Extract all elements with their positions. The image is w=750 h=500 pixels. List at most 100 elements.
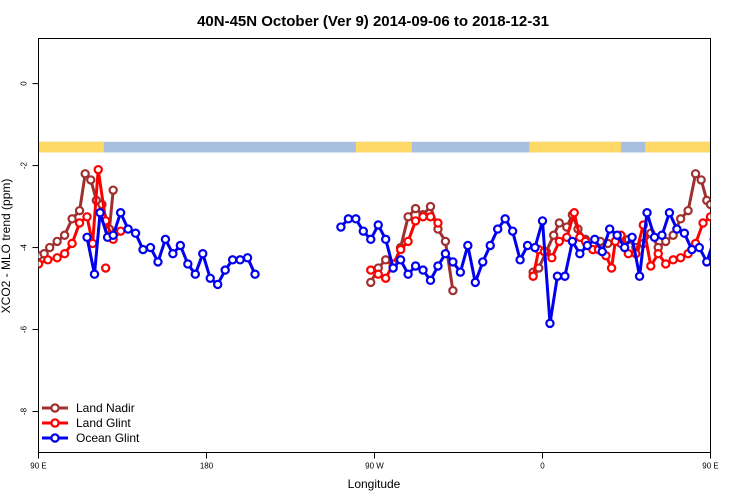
legend-item-land-glint: Land Glint [42, 416, 131, 430]
data-point-ocean-glint [612, 230, 622, 240]
x-tick-label: 0 [540, 462, 545, 471]
data-point-land-nadir [67, 214, 77, 224]
data-point-land-glint [528, 271, 538, 281]
data-point-land-nadir [108, 185, 118, 195]
data-point-ocean-glint [605, 224, 615, 234]
data-point-land-glint [726, 217, 733, 224]
data-point-ocean-glint [433, 261, 443, 271]
data-point-land-glint [100, 263, 111, 273]
series-land-glint [38, 164, 733, 283]
data-point-land-glint [646, 261, 656, 271]
data-point-land-nadir [403, 212, 413, 222]
data-point-ocean-glint [440, 248, 451, 259]
x-tick-label: 90 W [365, 462, 384, 471]
data-point-land-glint [403, 236, 413, 247]
data-point-land-nadir [705, 199, 711, 210]
data-point-land-nadir [720, 187, 727, 194]
y-tick-label: -8 [20, 407, 29, 415]
legend-label: Ocean Glint [76, 431, 140, 445]
data-point-land-nadir [86, 175, 96, 185]
data-point-ocean-glint [455, 267, 466, 277]
data-point-land-glint [59, 248, 70, 259]
data-point-land-nadir [549, 230, 559, 240]
data-point-ocean-glint [448, 257, 458, 267]
data-point-ocean-glint [485, 240, 495, 251]
legend-swatch-marker [50, 403, 60, 413]
legend-label: Land Nadir [76, 401, 135, 415]
data-point-land-glint [713, 240, 720, 247]
data-point-ocean-glint [366, 234, 376, 245]
legend-swatch-marker [50, 418, 60, 428]
data-point-land-nadir [714, 226, 721, 233]
data-point-ocean-glint [95, 208, 105, 218]
data-point-ocean-glint [418, 265, 428, 275]
data-point-ocean-glint [575, 248, 585, 259]
data-point-land-nadir [696, 175, 706, 185]
data-point-land-glint [74, 218, 85, 228]
data-point-ocean-glint [235, 255, 245, 265]
data-point-land-glint [67, 238, 77, 249]
data-point-ocean-glint [381, 234, 391, 245]
series-ocean-glint [82, 208, 711, 329]
data-point-ocean-glint [567, 236, 578, 247]
data-point-land-nadir [675, 214, 686, 224]
data-point-ocean-glint [687, 244, 697, 255]
data-point-land-glint [554, 236, 565, 247]
data-point-ocean-glint [227, 255, 238, 265]
data-point-ocean-glint [168, 248, 178, 259]
data-point-ocean-glint [425, 275, 436, 286]
data-point-ocean-glint [582, 240, 593, 251]
data-point-land-glint [366, 265, 376, 275]
data-point-land-nadir [366, 277, 376, 288]
data-point-ocean-glint [410, 261, 421, 271]
legend-label: Land Glint [76, 416, 131, 430]
legend-item-land-nadir: Land Nadir [42, 401, 135, 415]
data-point-land-glint [653, 248, 663, 259]
data-point-land-glint [115, 226, 126, 236]
data-point-land-nadir [52, 236, 62, 247]
data-point-ocean-glint [507, 226, 518, 236]
data-point-land-nadir [683, 205, 693, 216]
data-point-land-nadir [425, 201, 436, 212]
data-point-ocean-glint [403, 269, 413, 279]
data-point-land-glint [418, 212, 428, 222]
data-point-ocean-glint [545, 318, 555, 329]
data-point-land-glint [43, 255, 53, 265]
data-point-ocean-glint [664, 208, 675, 218]
data-point-ocean-glint [183, 259, 193, 269]
plot-area [38, 164, 733, 329]
x-axis-ticks: 90 E 180 90 W 0 90 E [30, 452, 719, 471]
data-point-land-glint [93, 164, 103, 175]
data-point-land-glint [718, 166, 725, 173]
data-point-land-glint [410, 216, 421, 226]
data-point-ocean-glint [175, 240, 186, 251]
surface-strip-land-2 [355, 141, 412, 153]
data-point-ocean-glint [130, 228, 141, 238]
data-point-ocean-glint [679, 228, 690, 238]
data-point-ocean-glint [145, 242, 156, 253]
data-point-land-glint [425, 212, 436, 222]
data-point-land-glint [698, 218, 708, 228]
data-point-land-glint [52, 253, 62, 263]
data-point-land-glint [726, 264, 733, 271]
data-point-land-nadir [80, 169, 90, 179]
legend-item-ocean-glint: Ocean Glint [42, 431, 140, 445]
data-point-land-glint [38, 259, 44, 269]
data-point-ocean-glint [250, 269, 260, 279]
data-point-ocean-glint [205, 273, 215, 283]
data-point-ocean-glint [470, 277, 480, 288]
data-point-ocean-glint [522, 240, 533, 251]
data-point-ocean-glint [463, 240, 473, 251]
x-tick-label: 180 [200, 462, 214, 471]
surface-strip-land-4 [645, 141, 711, 153]
data-point-ocean-glint [388, 263, 398, 273]
data-point-land-glint [606, 263, 617, 273]
y-tick-label: 0 [20, 81, 29, 86]
data-point-ocean-glint [373, 220, 383, 230]
y-tick-label: -4 [20, 243, 29, 251]
data-point-ocean-glint [242, 253, 253, 263]
data-point-ocean-glint [560, 271, 570, 281]
data-point-land-nadir [59, 230, 70, 240]
data-point-ocean-glint [649, 232, 660, 243]
